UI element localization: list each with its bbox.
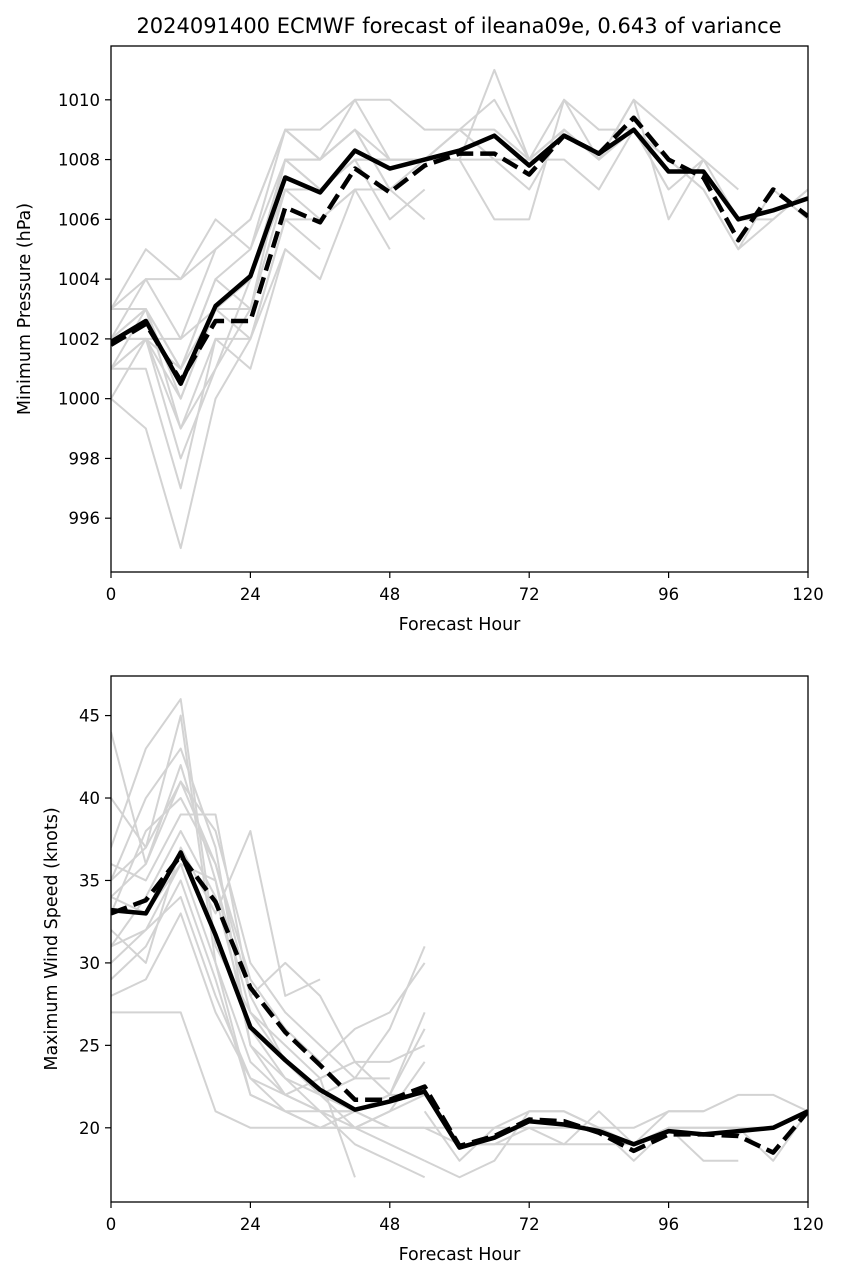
wind-xtick-label: 24 (240, 1215, 261, 1234)
pressure-ytick-label: 998 (69, 449, 101, 468)
wind-xtick-label: 72 (519, 1215, 540, 1234)
chart-title: 2024091400 ECMWF forecast of ileana09e, … (136, 14, 781, 38)
wind-ensemble-line-12 (111, 813, 426, 1063)
wind-ensemble-line-15 (111, 895, 391, 1129)
pressure-ytick-label: 1008 (58, 151, 100, 170)
pressure-xaxis-label: Forecast Hour (399, 615, 522, 635)
pressure-ensemble-line-14 (111, 158, 390, 370)
wind-ensemble-line-7 (111, 862, 426, 1179)
wind-xaxis-label: Forecast Hour (399, 1245, 522, 1265)
wind-data-area (111, 698, 808, 1179)
pressure-ytick-label: 1002 (58, 330, 100, 349)
wind-yaxis-label: Maximum Wind Speed (knots) (42, 807, 62, 1070)
pressure-axes-frame (110, 45, 809, 573)
pressure-ytick-label: 996 (69, 509, 101, 528)
pressure-ytick-label: 1010 (58, 91, 100, 110)
pressure-ytick-label: 1006 (58, 210, 100, 229)
wind-ytick-label: 20 (79, 1119, 100, 1138)
wind-ensemble-line-6 (111, 830, 426, 1113)
wind-dashed-line (111, 853, 808, 1155)
pressure-data-area (111, 68, 808, 550)
pressure-xtick-label: 0 (106, 585, 117, 604)
wind-ensemble-line-4 (111, 747, 425, 1129)
pressure-xtick-label: 72 (519, 585, 540, 604)
wind-xtick-label: 48 (379, 1215, 400, 1234)
pressure-dashed-line (111, 115, 808, 383)
wind-ensemble-line-13 (111, 830, 321, 997)
pressure-xtick-label: 24 (240, 585, 261, 604)
wind-panel: 0 24 48 72 96 120 20 25 30 35 40 45 Forecast Hour Max… (42, 675, 824, 1265)
wind-ensemble-line-11 (111, 780, 390, 1080)
pressure-panel: 0 24 48 72 96 120 996 998 1000 1002 1004 1006 1008 10… (15, 45, 824, 635)
pressure-ensemble-line-10 (111, 248, 321, 550)
wind-ytick-label: 40 (79, 789, 100, 808)
wind-xtick-label: 0 (106, 1215, 117, 1234)
wind-ensemble-line-3 (111, 698, 426, 1096)
wind-xtick-label: 96 (658, 1215, 679, 1234)
wind-ensemble-line-20 (423, 1110, 808, 1162)
pressure-xtick-label: 48 (379, 585, 400, 604)
pressure-xtick-label: 96 (658, 585, 679, 604)
wind-ensemble-line-16 (111, 780, 426, 1063)
wind-axes-frame (110, 675, 809, 1203)
wind-ytick-label: 25 (79, 1036, 100, 1055)
pressure-yaxis-label: Minimum Pressure (hPa) (15, 203, 35, 415)
pressure-ytick-label: 1004 (58, 270, 100, 289)
wind-ytick-label: 30 (79, 954, 100, 973)
wind-ytick-label: 35 (79, 871, 100, 890)
pressure-xtick-label: 120 (792, 585, 824, 604)
pressure-ytick-label: 1000 (58, 390, 100, 409)
wind-ytick-label: 45 (79, 707, 100, 726)
wind-xtick-label: 120 (792, 1215, 824, 1234)
wind-ensemble-line-19 (424, 1110, 739, 1179)
